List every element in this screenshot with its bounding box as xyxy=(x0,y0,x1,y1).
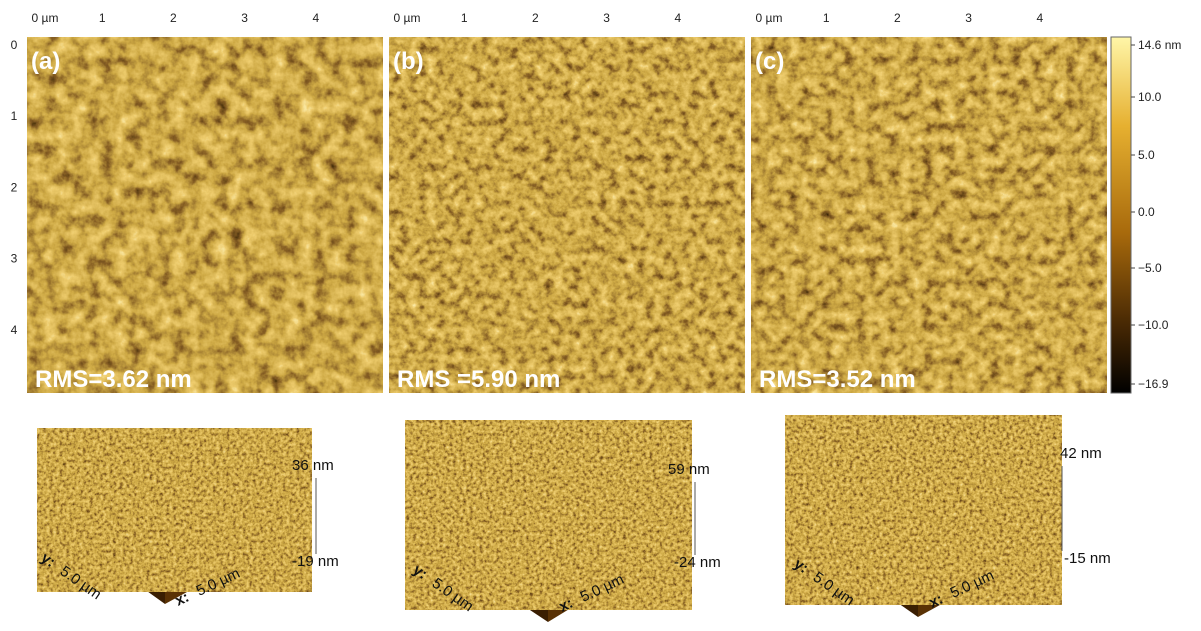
y-tick-label: 4 xyxy=(11,323,18,337)
surface-3d xyxy=(37,428,312,592)
rms-label: RMS =5.90 nm xyxy=(397,366,560,393)
colorbar-label: 14.6 nm xyxy=(1138,38,1181,52)
x-tick-label: 2 xyxy=(894,11,901,25)
x-tick-label: 4 xyxy=(674,11,681,25)
z-max-label: 42 nm xyxy=(1060,445,1102,462)
z-max-label: 59 nm xyxy=(668,461,710,478)
z-min-label: -24 nm xyxy=(674,554,721,571)
x-tick-label: 3 xyxy=(965,11,972,25)
panel-label: (a) xyxy=(31,48,60,75)
y-axis-name: y: xyxy=(38,549,59,571)
x-tick-label: 0 µm xyxy=(756,11,783,25)
z-max-label: 36 nm xyxy=(292,457,334,474)
colorbar-label: −16.9 xyxy=(1138,377,1169,391)
figure: 0 1 2 3 4 0 µm 1 2 3 4 (a) RMS=3.62 nm 36 nm -19 nm y:… xyxy=(0,0,1201,626)
x-tick-label: 3 xyxy=(603,11,610,25)
z-min-label: -15 nm xyxy=(1064,550,1111,567)
afm-image xyxy=(27,37,383,393)
x-tick-label: 1 xyxy=(461,11,468,25)
afm-image xyxy=(751,37,1107,393)
y-axis-size: 5.0 µm xyxy=(429,575,477,615)
afm-image xyxy=(389,37,745,393)
x-tick-label: 1 xyxy=(823,11,830,25)
x-tick-label: 2 xyxy=(532,11,539,25)
panel-label: (b) xyxy=(393,48,424,75)
y-axis-label: y:5.0 µm xyxy=(38,549,105,603)
y-tick-label: 0 xyxy=(11,38,18,52)
rms-label: RMS=3.62 nm xyxy=(35,366,192,393)
y-tick-label: 1 xyxy=(11,109,18,123)
y-axis-name: y: xyxy=(410,561,431,583)
panel-label: (c) xyxy=(755,48,784,75)
x-tick-label: 2 xyxy=(170,11,177,25)
x-tick-label: 0 µm xyxy=(394,11,421,25)
colorbar-label: −10.0 xyxy=(1138,318,1169,332)
colorbar xyxy=(1111,37,1131,393)
y-axis-label: y:5.0 µm xyxy=(410,561,477,615)
colorbar-label: −5.0 xyxy=(1138,261,1162,275)
x-tick-label: 4 xyxy=(1036,11,1043,25)
y-tick-label: 2 xyxy=(11,180,18,194)
x-tick-label: 0 µm xyxy=(32,11,59,25)
x-tick-label: 1 xyxy=(99,11,106,25)
y-axis-size: 5.0 µm xyxy=(810,569,858,609)
y-axis-name: y: xyxy=(791,555,812,577)
y-tick-label: 3 xyxy=(11,252,18,266)
colorbar-label: 0.0 xyxy=(1138,205,1155,219)
z-min-label: -19 nm xyxy=(292,553,339,570)
x-tick-label: 4 xyxy=(312,11,319,25)
x-tick-label: 3 xyxy=(241,11,248,25)
colorbar-label: 5.0 xyxy=(1138,148,1155,162)
colorbar-label: 10.0 xyxy=(1138,90,1162,104)
y-axis-size: 5.0 µm xyxy=(57,563,105,603)
rms-label: RMS=3.52 nm xyxy=(759,366,916,393)
